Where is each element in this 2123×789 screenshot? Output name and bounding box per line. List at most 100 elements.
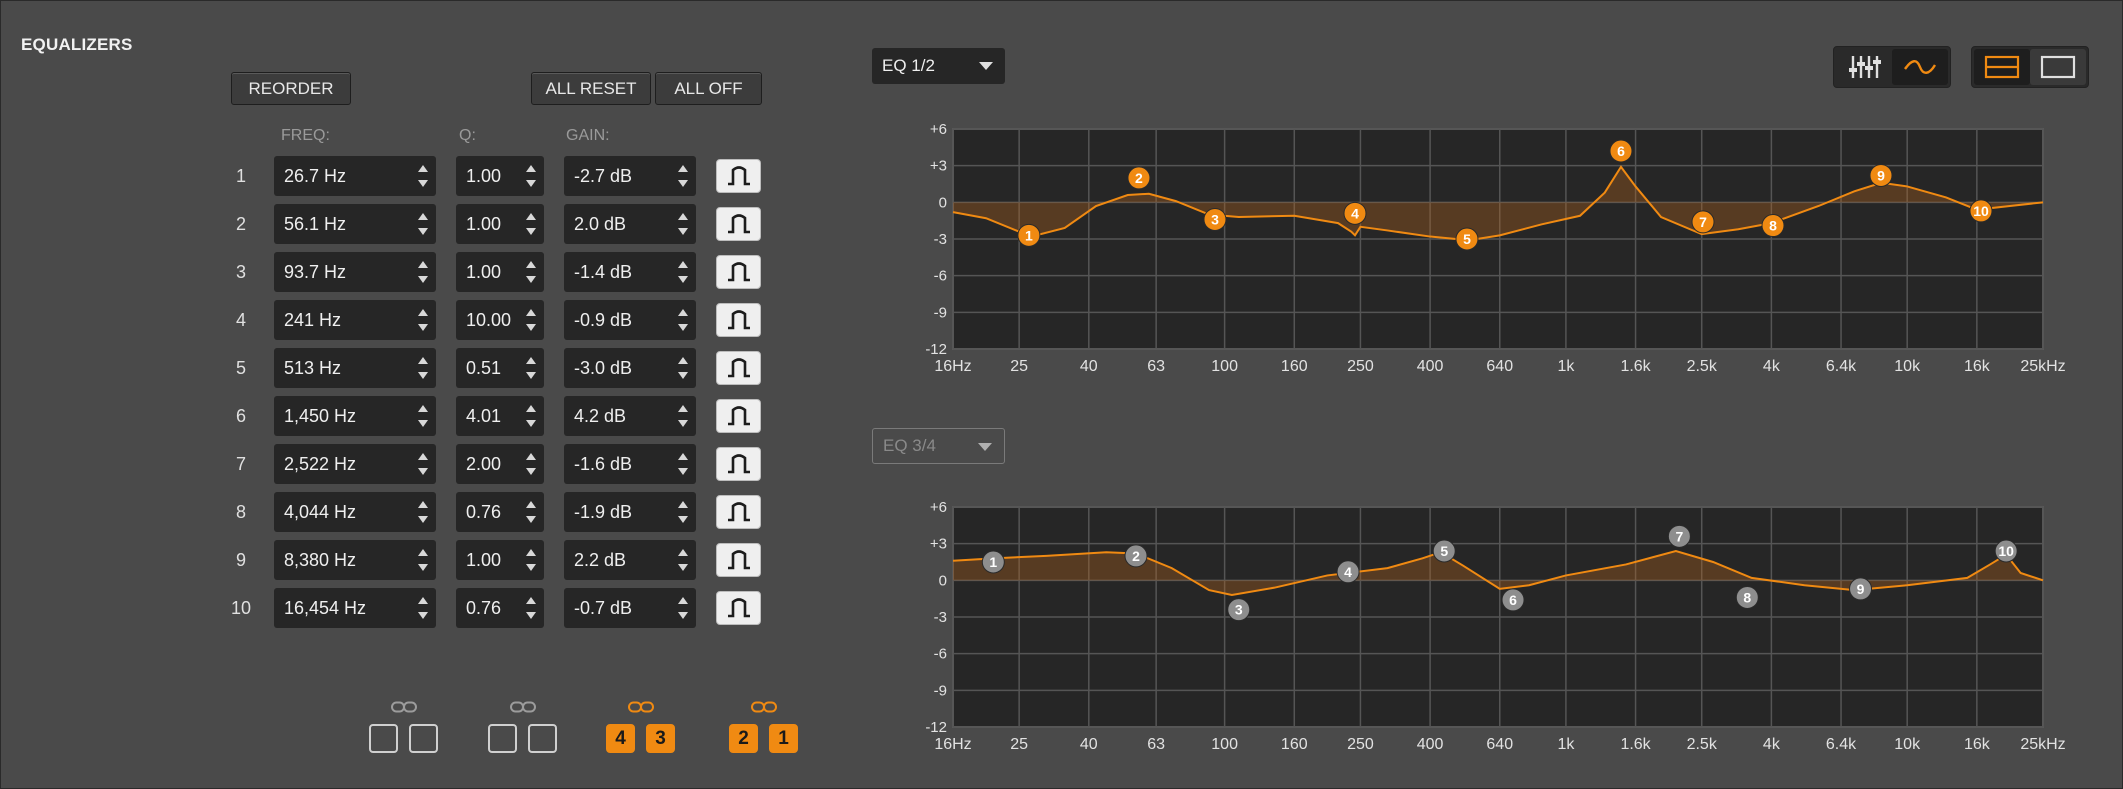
band-marker[interactable] <box>1501 588 1525 612</box>
band-marker[interactable] <box>1124 544 1148 568</box>
split-view-button[interactable] <box>1974 49 2030 85</box>
band-marker[interactable] <box>1609 139 1633 163</box>
link-toggle[interactable]: 2 <box>729 724 758 753</box>
gain-stepper[interactable]: 4.2 dB <box>564 396 696 436</box>
up-down-arrows-icon[interactable] <box>678 163 688 189</box>
gain-stepper[interactable]: -1.6 dB <box>564 444 696 484</box>
band-marker[interactable] <box>1343 201 1367 225</box>
filter-type-button[interactable] <box>716 543 761 577</box>
band-marker[interactable] <box>1994 539 2018 563</box>
freq-stepper[interactable]: 26.7 Hz <box>274 156 436 196</box>
freq-stepper[interactable]: 16,454 Hz <box>274 588 436 628</box>
up-down-arrows-icon[interactable] <box>526 163 536 189</box>
q-stepper[interactable]: 10.00 <box>456 300 544 340</box>
band-marker[interactable] <box>981 550 1005 574</box>
gain-stepper[interactable]: -0.9 dB <box>564 300 696 340</box>
up-down-arrows-icon[interactable] <box>526 499 536 525</box>
band-marker[interactable] <box>1432 539 1456 563</box>
up-down-arrows-icon[interactable] <box>418 163 428 189</box>
up-down-arrows-icon[interactable] <box>678 547 688 573</box>
gain-stepper[interactable]: -3.0 dB <box>564 348 696 388</box>
q-stepper[interactable]: 0.51 <box>456 348 544 388</box>
q-stepper[interactable]: 0.76 <box>456 588 544 628</box>
q-stepper[interactable]: 0.76 <box>456 492 544 532</box>
band-marker[interactable] <box>1127 166 1151 190</box>
band-marker[interactable] <box>1691 210 1715 234</box>
filter-type-button[interactable] <box>716 159 761 193</box>
single-view-button[interactable] <box>2030 49 2086 85</box>
up-down-arrows-icon[interactable] <box>526 307 536 333</box>
band-marker[interactable] <box>1735 585 1759 609</box>
up-down-arrows-icon[interactable] <box>418 451 428 477</box>
q-stepper[interactable]: 1.00 <box>456 156 544 196</box>
up-down-arrows-icon[interactable] <box>526 547 536 573</box>
up-down-arrows-icon[interactable] <box>418 211 428 237</box>
filter-type-button[interactable] <box>716 399 761 433</box>
eq-select-top[interactable]: EQ 1/2 <box>872 48 1005 84</box>
filter-type-button[interactable] <box>716 495 761 529</box>
up-down-arrows-icon[interactable] <box>678 403 688 429</box>
filter-type-button[interactable] <box>716 303 761 337</box>
freq-stepper[interactable]: 93.7 Hz <box>274 252 436 292</box>
band-marker[interactable] <box>1336 560 1360 584</box>
link-toggle[interactable] <box>369 724 398 753</box>
up-down-arrows-icon[interactable] <box>526 403 536 429</box>
up-down-arrows-icon[interactable] <box>526 451 536 477</box>
filter-type-button[interactable] <box>716 591 761 625</box>
up-down-arrows-icon[interactable] <box>418 499 428 525</box>
up-down-arrows-icon[interactable] <box>526 355 536 381</box>
q-stepper[interactable]: 2.00 <box>456 444 544 484</box>
filter-type-button[interactable] <box>716 207 761 241</box>
band-marker[interactable] <box>1455 227 1479 251</box>
gain-stepper[interactable]: -0.7 dB <box>564 588 696 628</box>
freq-stepper[interactable]: 1,450 Hz <box>274 396 436 436</box>
up-down-arrows-icon[interactable] <box>418 595 428 621</box>
up-down-arrows-icon[interactable] <box>678 451 688 477</box>
freq-stepper[interactable]: 513 Hz <box>274 348 436 388</box>
up-down-arrows-icon[interactable] <box>678 211 688 237</box>
up-down-arrows-icon[interactable] <box>526 259 536 285</box>
gain-stepper[interactable]: -1.4 dB <box>564 252 696 292</box>
reorder-button[interactable]: REORDER <box>231 72 351 105</box>
band-marker[interactable] <box>1667 524 1691 548</box>
up-down-arrows-icon[interactable] <box>418 259 428 285</box>
freq-stepper[interactable]: 2,522 Hz <box>274 444 436 484</box>
band-marker[interactable] <box>1761 214 1785 238</box>
gain-stepper[interactable]: 2.2 dB <box>564 540 696 580</box>
link-icon[interactable] <box>628 701 654 713</box>
up-down-arrows-icon[interactable] <box>678 307 688 333</box>
up-down-arrows-icon[interactable] <box>678 259 688 285</box>
freq-stepper[interactable]: 8,380 Hz <box>274 540 436 580</box>
gain-stepper[interactable]: 2.0 dB <box>564 204 696 244</box>
freq-stepper[interactable]: 241 Hz <box>274 300 436 340</box>
gain-stepper[interactable]: -1.9 dB <box>564 492 696 532</box>
up-down-arrows-icon[interactable] <box>526 211 536 237</box>
up-down-arrows-icon[interactable] <box>418 355 428 381</box>
up-down-arrows-icon[interactable] <box>418 307 428 333</box>
filter-type-button[interactable] <box>716 447 761 481</box>
band-marker[interactable] <box>1969 199 1993 223</box>
link-toggle[interactable]: 3 <box>646 724 675 753</box>
band-marker[interactable] <box>1869 163 1893 187</box>
link-toggle[interactable] <box>488 724 517 753</box>
up-down-arrows-icon[interactable] <box>678 595 688 621</box>
up-down-arrows-icon[interactable] <box>418 547 428 573</box>
all-off-button[interactable]: ALL OFF <box>655 72 762 105</box>
curve-view-button[interactable] <box>1892 49 1948 85</box>
eq-select-bottom[interactable]: EQ 3/4 <box>872 428 1005 464</box>
filter-type-button[interactable] <box>716 255 761 289</box>
link-toggle[interactable] <box>528 724 557 753</box>
freq-stepper[interactable]: 4,044 Hz <box>274 492 436 532</box>
up-down-arrows-icon[interactable] <box>678 499 688 525</box>
q-stepper[interactable]: 1.00 <box>456 540 544 580</box>
all-reset-button[interactable]: ALL RESET <box>531 72 651 105</box>
sliders-view-button[interactable] <box>1836 49 1892 85</box>
q-stepper[interactable]: 4.01 <box>456 396 544 436</box>
freq-stepper[interactable]: 56.1 Hz <box>274 204 436 244</box>
band-marker[interactable] <box>1227 598 1251 622</box>
filter-type-button[interactable] <box>716 351 761 385</box>
link-toggle[interactable]: 4 <box>606 724 635 753</box>
gain-stepper[interactable]: -2.7 dB <box>564 156 696 196</box>
